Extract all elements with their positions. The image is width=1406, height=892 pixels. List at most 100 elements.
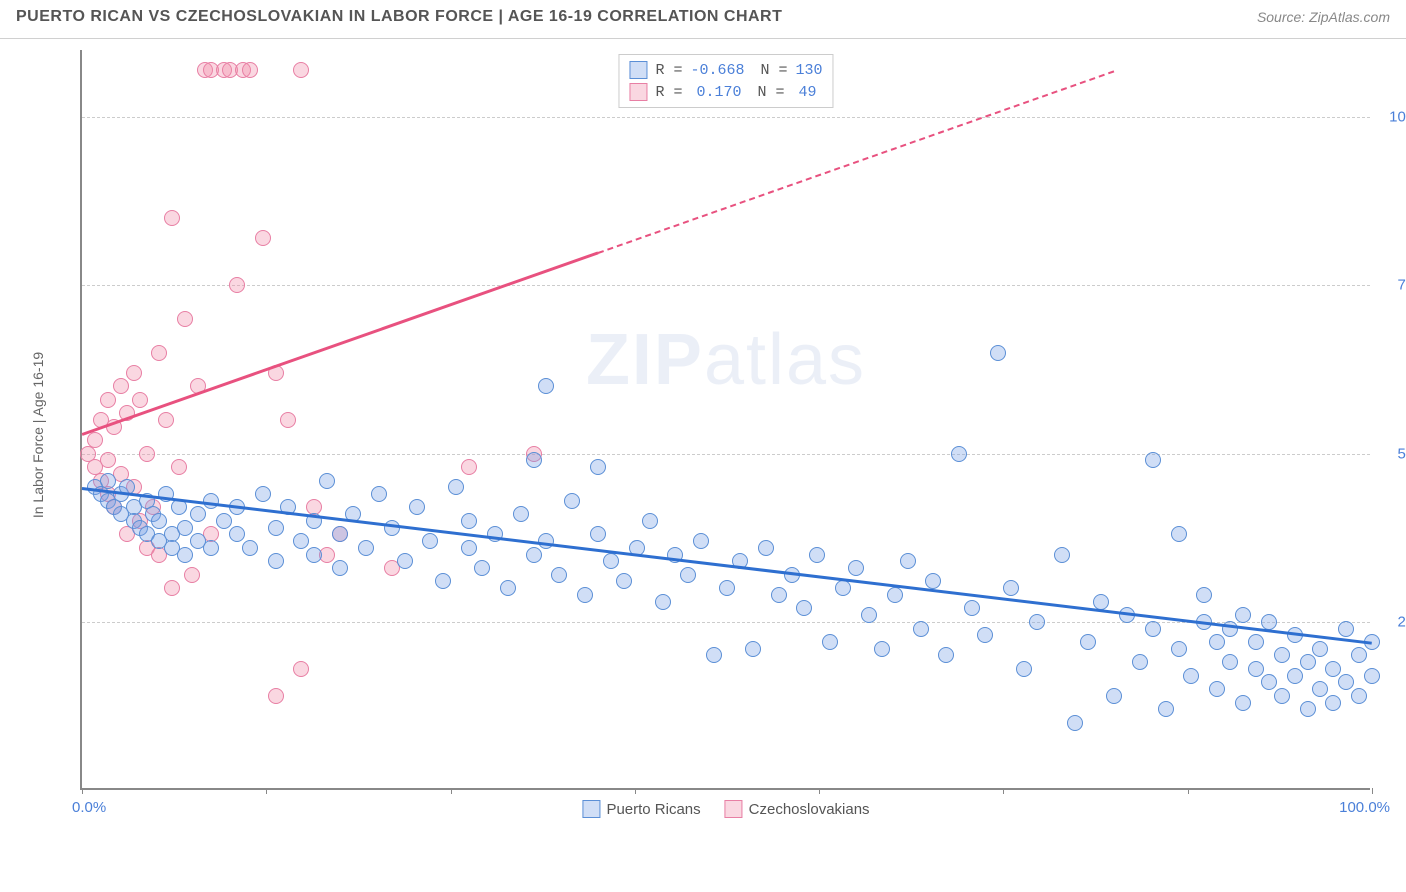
- legend-label-blue: Puerto Ricans: [606, 801, 700, 818]
- x-tick-mark: [635, 788, 636, 794]
- data-point: [1325, 661, 1341, 677]
- r-label-pink: R =: [655, 84, 682, 101]
- legend-row-pink: R = 0.170 N = 49: [629, 81, 822, 103]
- data-point: [1300, 701, 1316, 717]
- data-point: [1312, 681, 1328, 697]
- data-point: [1274, 647, 1290, 663]
- data-point: [938, 647, 954, 663]
- data-point: [1171, 641, 1187, 657]
- data-point: [151, 345, 167, 361]
- data-point: [680, 567, 696, 583]
- data-point: [835, 580, 851, 596]
- data-point: [171, 459, 187, 475]
- data-point: [526, 547, 542, 563]
- series-legend: Puerto Ricans Czechoslovakians: [582, 800, 869, 818]
- data-point: [1016, 661, 1032, 677]
- data-point: [1222, 621, 1238, 637]
- data-point: [538, 378, 554, 394]
- data-point: [113, 378, 129, 394]
- n-label-pink: N =: [758, 84, 785, 101]
- legend-label-pink: Czechoslovakians: [749, 801, 870, 818]
- data-point: [461, 540, 477, 556]
- data-point: [1196, 587, 1212, 603]
- gridline: [82, 454, 1370, 455]
- n-label-blue: N =: [761, 62, 788, 79]
- n-value-pink: 49: [799, 84, 817, 101]
- x-tick-label-left: 0.0%: [72, 799, 106, 816]
- data-point: [139, 446, 155, 462]
- data-point: [616, 573, 632, 589]
- data-point: [551, 567, 567, 583]
- data-point: [809, 547, 825, 563]
- data-point: [184, 567, 200, 583]
- data-point: [1235, 607, 1251, 623]
- x-tick-mark: [1372, 788, 1373, 794]
- data-point: [332, 560, 348, 576]
- data-point: [1003, 580, 1019, 596]
- x-tick-mark: [819, 788, 820, 794]
- y-axis-label: In Labor Force | Age 16-19: [30, 352, 46, 518]
- data-point: [990, 345, 1006, 361]
- data-point: [913, 621, 929, 637]
- gridline: [82, 622, 1370, 623]
- data-point: [693, 533, 709, 549]
- data-point: [319, 473, 335, 489]
- data-point: [435, 573, 451, 589]
- data-point: [1029, 614, 1045, 630]
- data-point: [655, 594, 671, 610]
- data-point: [1080, 634, 1096, 650]
- data-point: [242, 62, 258, 78]
- n-value-blue: 130: [796, 62, 823, 79]
- data-point: [177, 311, 193, 327]
- data-point: [268, 688, 284, 704]
- legend-row-blue: R = -0.668 N = 130: [629, 59, 822, 81]
- legend-item-blue: Puerto Ricans: [582, 800, 700, 818]
- data-point: [461, 459, 477, 475]
- data-point: [409, 499, 425, 515]
- data-point: [771, 587, 787, 603]
- data-point: [1351, 647, 1367, 663]
- data-point: [332, 526, 348, 542]
- watermark: ZIPatlas: [586, 319, 866, 401]
- data-point: [848, 560, 864, 576]
- legend-swatch-pink: [629, 83, 647, 101]
- data-point: [1364, 668, 1380, 684]
- r-value-pink: 0.170: [696, 84, 741, 101]
- data-point: [126, 365, 142, 381]
- legend-swatch-pink-2: [725, 800, 743, 818]
- data-point: [164, 210, 180, 226]
- data-point: [900, 553, 916, 569]
- y-tick-label: 100.0%: [1389, 109, 1406, 126]
- data-point: [745, 641, 761, 657]
- data-point: [384, 520, 400, 536]
- data-point: [1274, 688, 1290, 704]
- data-point: [577, 587, 593, 603]
- legend-swatch-blue-2: [582, 800, 600, 818]
- data-point: [1261, 674, 1277, 690]
- chart-header: PUERTO RICAN VS CZECHOSLOVAKIAN IN LABOR…: [0, 0, 1406, 39]
- data-point: [100, 392, 116, 408]
- x-tick-mark: [266, 788, 267, 794]
- data-point: [487, 526, 503, 542]
- data-point: [1209, 634, 1225, 650]
- data-point: [925, 573, 941, 589]
- x-tick-mark: [82, 788, 83, 794]
- data-point: [1171, 526, 1187, 542]
- x-tick-mark: [1003, 788, 1004, 794]
- data-point: [513, 506, 529, 522]
- data-point: [564, 493, 580, 509]
- data-point: [1325, 695, 1341, 711]
- data-point: [100, 473, 116, 489]
- data-point: [293, 62, 309, 78]
- data-point: [1132, 654, 1148, 670]
- data-point: [1351, 688, 1367, 704]
- data-point: [500, 580, 516, 596]
- data-point: [1054, 547, 1070, 563]
- data-point: [203, 540, 219, 556]
- data-point: [242, 540, 258, 556]
- data-point: [177, 520, 193, 536]
- data-point: [448, 479, 464, 495]
- data-point: [603, 553, 619, 569]
- data-point: [861, 607, 877, 623]
- data-point: [874, 641, 890, 657]
